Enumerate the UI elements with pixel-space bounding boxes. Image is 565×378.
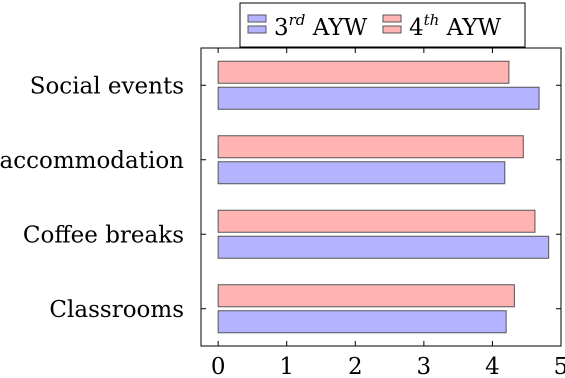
bar-4th-ayw — [217, 60, 510, 84]
legend-swatch — [382, 25, 402, 34]
y-tick-label: Coffee breaks — [23, 222, 184, 248]
legend-swatch — [247, 25, 267, 34]
legend-swatch — [382, 14, 402, 23]
bar-3rd-ayw — [217, 310, 507, 334]
x-tick-label: 2 — [348, 354, 363, 378]
x-tick-label: 1 — [279, 354, 294, 378]
legend-swatch — [247, 14, 267, 23]
bars-layer — [217, 60, 550, 334]
y-tick-label: Classrooms — [49, 297, 184, 323]
bar-3rd-ayw — [217, 161, 506, 185]
legend: 3rd AYW 4th AYW — [239, 2, 526, 48]
legend-box — [239, 2, 526, 48]
bar-4th-ayw — [217, 135, 524, 159]
bar-3rd-ayw — [217, 235, 550, 259]
axis-layer — [200, 47, 562, 347]
y-tick-label: accommodation — [0, 148, 184, 174]
legend-label: 3rd AYW — [274, 11, 368, 41]
legend-label: 4th AYW — [409, 11, 502, 41]
plot-frame — [200, 47, 562, 347]
labels-layer: 0 1 2 3 4 5 Classrooms Coffee breaks accommodati… — [0, 73, 565, 378]
bar-3rd-ayw — [217, 86, 540, 110]
bar-4th-ayw — [217, 284, 515, 308]
x-tick-label: 0 — [211, 354, 226, 378]
x-tick-label: 4 — [485, 354, 500, 378]
x-tick-label: 3 — [417, 354, 432, 378]
bar-4th-ayw — [217, 209, 536, 233]
x-tick-label: 5 — [554, 354, 565, 378]
y-tick-label: Social events — [30, 73, 184, 99]
